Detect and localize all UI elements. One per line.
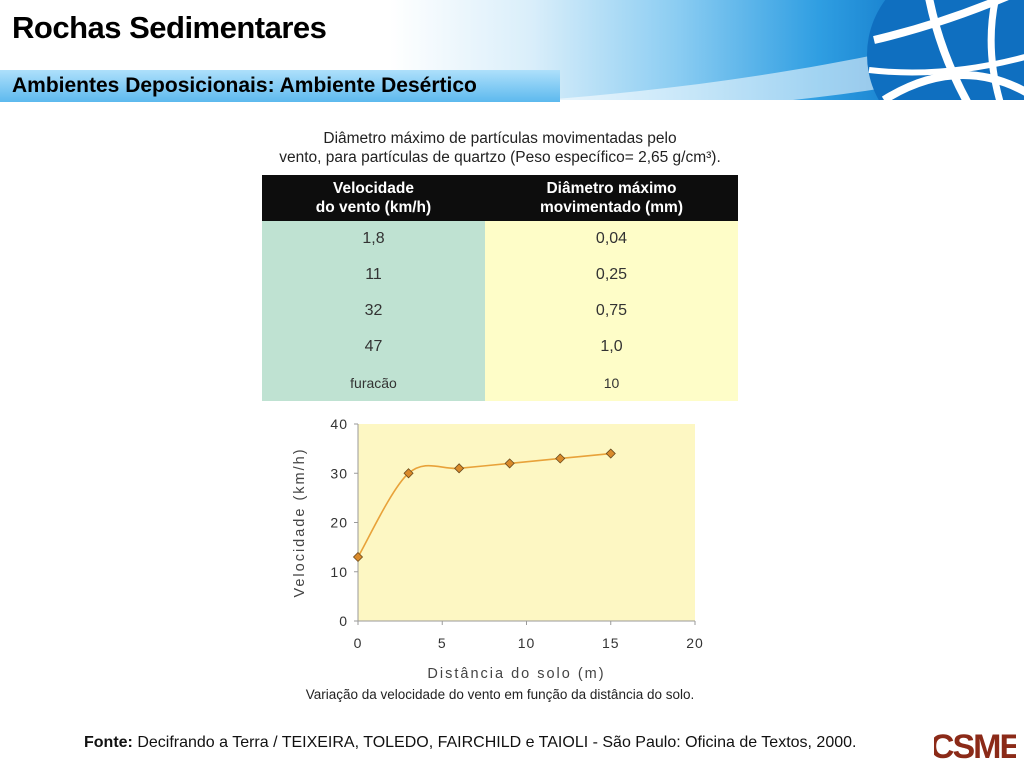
globe-icon [867, 0, 1024, 100]
table-cell-diametro: 10 [485, 365, 738, 401]
table-cell-diametro: 0,75 [485, 293, 738, 329]
table-caption-line-2: vento, para partículas de quartzo (Peso … [279, 149, 721, 166]
source-label: Fonte: [84, 734, 133, 751]
table-cell-diametro: 1,0 [485, 329, 738, 365]
page-subtitle: Ambientes Deposicionais: Ambiente Desért… [12, 74, 477, 97]
table-cell-diametro: 0,25 [485, 257, 738, 293]
table-cell-velocidade: 11 [262, 257, 485, 293]
x-tick-label: 20 [686, 635, 704, 651]
table-cell-velocidade: 1,8 [262, 221, 485, 257]
plot-background [358, 424, 695, 621]
subtitle-bar [0, 70, 560, 102]
x-tick-label: 10 [518, 635, 536, 651]
data-point [403, 468, 414, 479]
table-header-diametro-line-1: Diâmetro máximo [546, 180, 677, 197]
x-tick-label: 15 [602, 635, 620, 651]
wind-particle-table: Velocidade do vento (km/h) Diâmetro máxi… [262, 175, 738, 401]
table-cell-velocidade: 32 [262, 293, 485, 329]
y-tick-label: 20 [330, 515, 348, 531]
table-header-velocidade-line-1: Velocidade [333, 180, 414, 197]
page-title: Rochas Sedimentares [12, 10, 327, 45]
source-text: Decifrando a Terra / TEIXEIRA, TOLEDO, F… [132, 734, 857, 751]
table-header-row: Velocidade do vento (km/h) Diâmetro máxi… [262, 175, 738, 221]
table-row: 1,8 0,04 [262, 221, 738, 257]
table-header-diametro-line-2: movimentado (mm) [540, 199, 683, 216]
table-header-velocidade-line-2: do vento (km/h) [315, 199, 432, 216]
svg-text:CSME: CSME [934, 728, 1016, 766]
table-header-diametro: Diâmetro máximo movimentado (mm) [485, 175, 738, 221]
source-citation: Fonte: Decifrando a Terra / TEIXEIRA, TO… [84, 734, 856, 752]
x-tick-label: 5 [438, 635, 447, 651]
y-tick-label: 10 [330, 564, 348, 580]
table-cell-velocidade: 47 [262, 329, 485, 365]
table-row: 47 1,0 [262, 329, 738, 365]
y-tick-label: 40 [330, 416, 348, 432]
table-row: furacão 10 [262, 365, 738, 401]
data-point [605, 448, 616, 459]
table-cell-diametro: 0,04 [485, 221, 738, 257]
data-point [352, 551, 364, 563]
table-caption-line-1: Diâmetro máximo de partículas movimentad… [323, 130, 677, 147]
data-point [555, 453, 566, 464]
x-axis-label: Distância do solo (m) [427, 666, 605, 682]
table-header-velocidade: Velocidade do vento (km/h) [262, 175, 485, 221]
x-tick-label: 0 [354, 635, 363, 651]
y-tick-label: 0 [339, 613, 348, 629]
data-point [504, 458, 515, 469]
wind-velocity-chart: 0 10 20 30 40 0 5 10 15 20 Distância do solo (m) Ve… [292, 416, 704, 682]
chart-caption: Variação da velocidade do vento em funçã… [305, 687, 695, 702]
table-caption: Diâmetro máximo de partículas movimentad… [240, 129, 760, 167]
data-point [454, 463, 465, 474]
y-tick-label: 30 [330, 465, 348, 481]
y-axis-label: Velocidade (km/h) [292, 447, 308, 597]
table-row: 32 0,75 [262, 293, 738, 329]
table-row: 11 0,25 [262, 257, 738, 293]
csme-logo: CSME [934, 728, 1016, 766]
table-cell-velocidade: furacão [262, 365, 485, 401]
